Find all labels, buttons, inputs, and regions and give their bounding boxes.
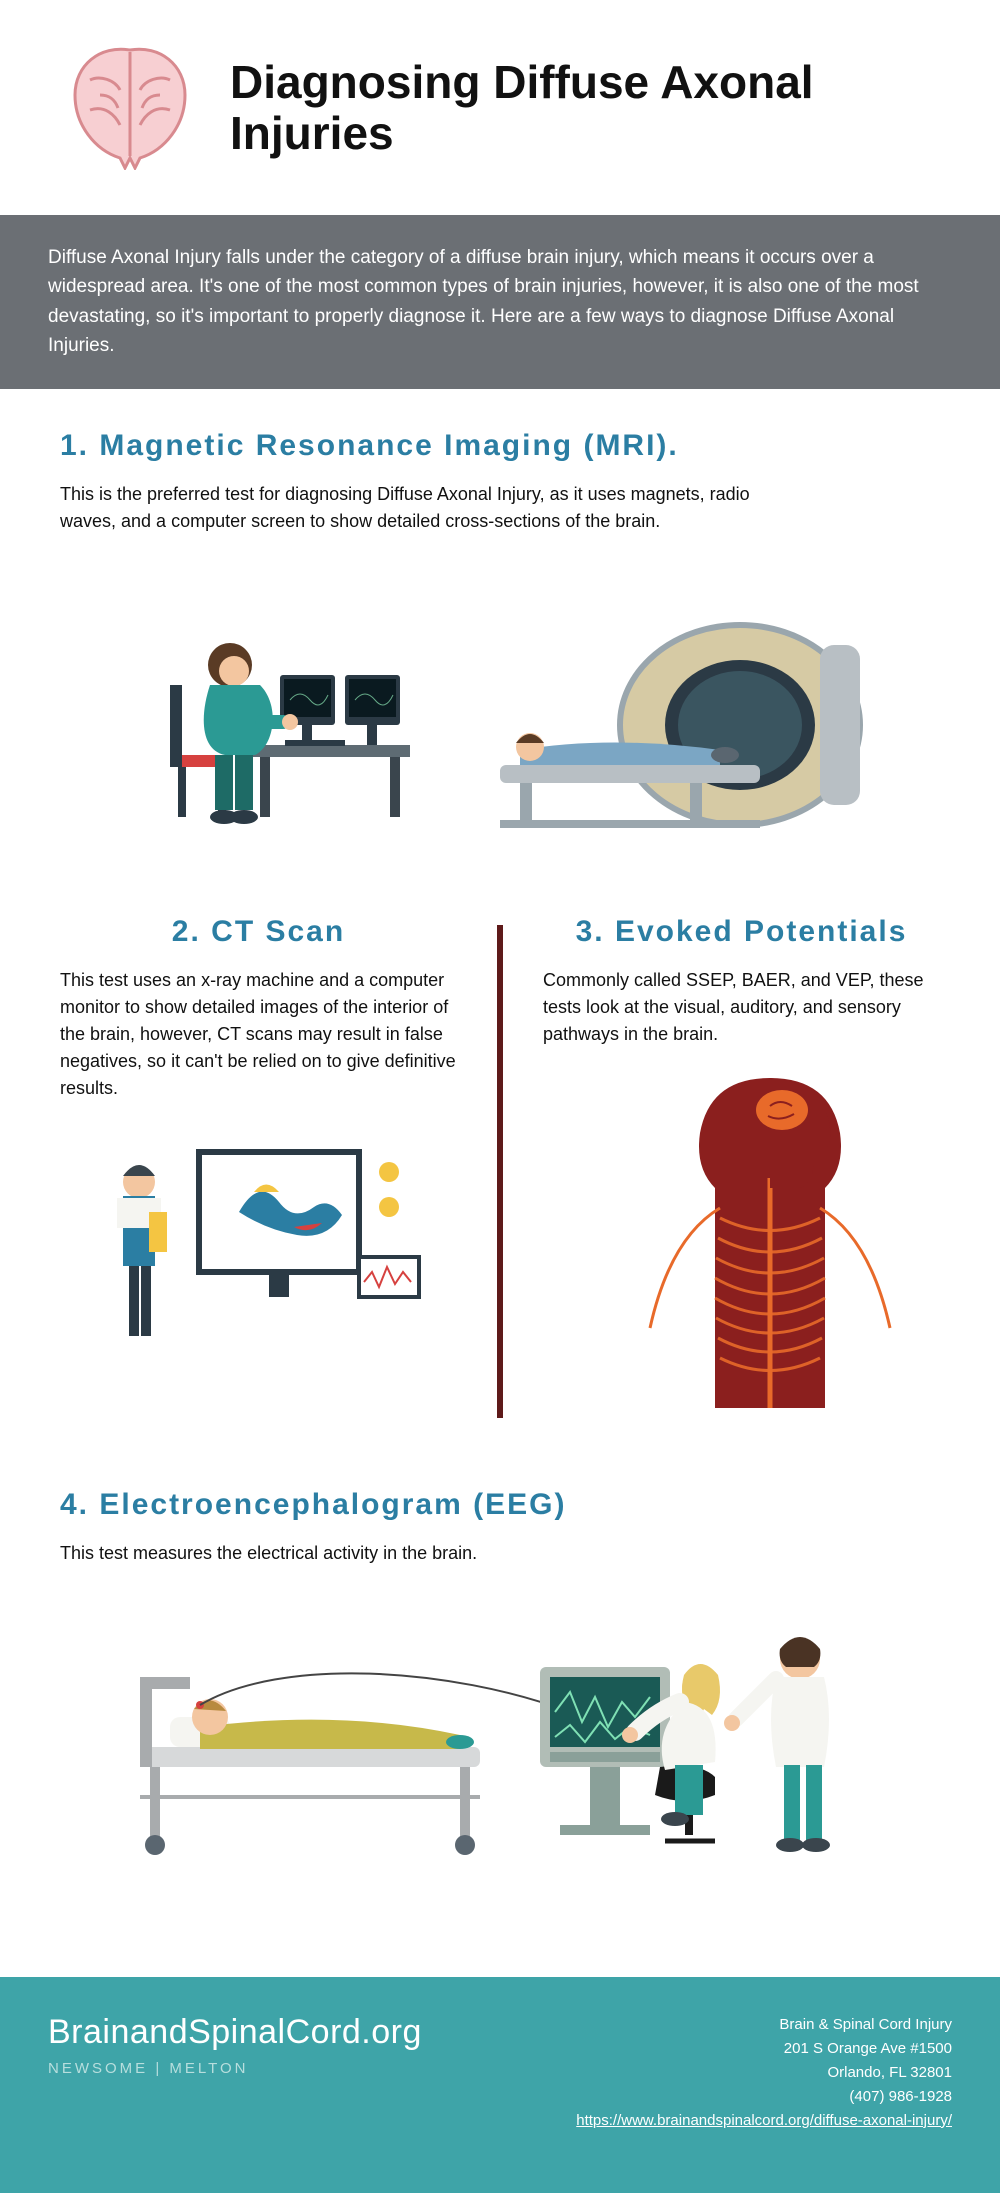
footer-org: BrainandSpinalCord.org [48, 2013, 422, 2052]
mri-illustration [0, 555, 1000, 885]
section-mri: 1. Magnetic Resonance Imaging (MRI). Thi… [0, 389, 1000, 555]
footer: BrainandSpinalCord.org NEWSOME | MELTON … [0, 1977, 1000, 2193]
footer-line2: 201 S Orange Ave #1500 [576, 2037, 952, 2061]
ct-illustration [60, 1102, 457, 1382]
footer-line4: (407) 986-1928 [576, 2085, 952, 2109]
eeg-illustration [0, 1587, 1000, 1917]
evoked-illustration [543, 1048, 940, 1408]
eeg-title: 4. Electroencephalogram (EEG) [60, 1488, 940, 1522]
brain-icon [60, 40, 200, 175]
footer-left: BrainandSpinalCord.org NEWSOME | MELTON [48, 2013, 422, 2077]
footer-line1: Brain & Spinal Cord Injury [576, 2013, 952, 2037]
eeg-body: This test measures the electrical activi… [60, 1540, 940, 1567]
mri-title: 1. Magnetic Resonance Imaging (MRI). [60, 429, 940, 463]
evoked-body: Commonly called SSEP, BAER, and VEP, the… [543, 967, 940, 1048]
evoked-title: 3. Evoked Potentials [543, 915, 940, 949]
section-evoked: 3. Evoked Potentials Commonly called SSE… [503, 915, 940, 1428]
footer-right: Brain & Spinal Cord Injury 201 S Orange … [576, 2013, 952, 2133]
page-title: Diagnosing Diffuse Axonal Injuries [230, 57, 940, 158]
footer-url[interactable]: https://www.brainandspinalcord.org/diffu… [576, 2109, 952, 2133]
footer-sub: NEWSOME | MELTON [48, 2060, 422, 2077]
footer-line3: Orlando, FL 32801 [576, 2061, 952, 2085]
mri-body: This is the preferred test for diagnosin… [60, 481, 760, 535]
section-eeg: 4. Electroencephalogram (EEG) This test … [0, 1428, 1000, 1587]
header: Diagnosing Diffuse Axonal Injuries [0, 0, 1000, 215]
two-column-row: 2. CT Scan This test uses an x-ray machi… [0, 885, 1000, 1428]
intro-text: Diffuse Axonal Injury falls under the ca… [0, 215, 1000, 389]
ct-title: 2. CT Scan [60, 915, 457, 949]
section-ct: 2. CT Scan This test uses an x-ray machi… [60, 915, 497, 1428]
ct-body: This test uses an x-ray machine and a co… [60, 967, 457, 1102]
